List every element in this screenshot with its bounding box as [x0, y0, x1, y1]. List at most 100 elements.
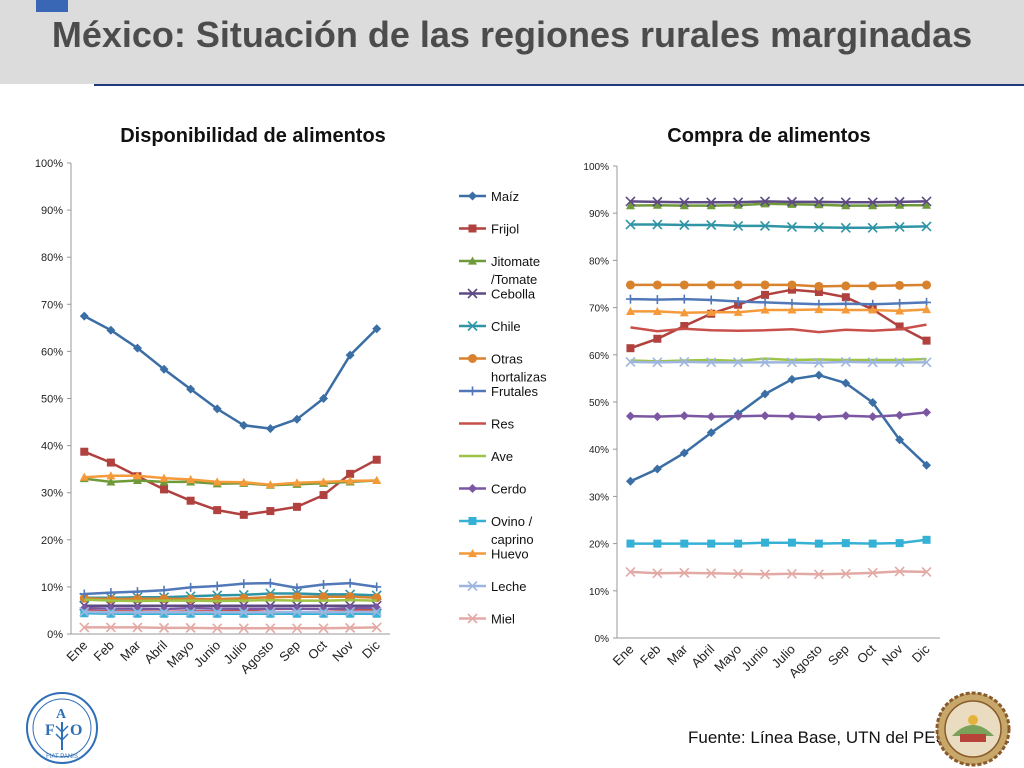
data-point-maiz — [292, 414, 302, 424]
data-point-maiz — [106, 325, 116, 335]
data-point-ovino-caprino — [895, 539, 904, 548]
series-frijol — [626, 285, 931, 353]
legend-label: Huevo — [491, 547, 529, 562]
legend-label: Chile — [491, 319, 521, 334]
data-point-miel — [345, 622, 356, 633]
source-note: Fuente: Línea Base, UTN del PESA, 2008. — [688, 728, 1011, 747]
svg-text:F: F — [45, 722, 55, 739]
data-point-huevo — [212, 477, 222, 486]
y-tick-label: 80% — [589, 256, 609, 267]
series-jitomate-tomate — [625, 199, 932, 210]
data-point-huevo — [922, 304, 932, 314]
data-point-ovino-caprino — [653, 539, 662, 548]
data-point-cerdo — [679, 411, 689, 421]
legend-label: Ovino / caprino — [491, 514, 534, 547]
series-maiz — [625, 370, 932, 486]
data-point-miel — [652, 568, 663, 579]
x-tick-label: Sep — [825, 642, 852, 669]
data-point-frijol — [80, 447, 89, 456]
data-point-chile — [759, 220, 771, 232]
data-point-cebolla — [679, 197, 690, 208]
data-point-otras-hortalizas — [212, 594, 222, 604]
data-point-maiz — [841, 378, 851, 388]
x-tick-label: Junio — [739, 642, 772, 675]
legend-label: Frutales — [491, 384, 538, 399]
data-point-huevo — [292, 478, 302, 487]
data-point-cebolla — [921, 196, 932, 207]
series-otras-hortalizas — [625, 280, 932, 291]
data-point-huevo — [265, 480, 275, 489]
series-ovino-caprino — [80, 609, 381, 618]
data-point-huevo — [868, 305, 878, 314]
series-line-cebolla — [630, 200, 927, 204]
data-point-frutales — [265, 578, 275, 588]
data-point-frijol — [814, 288, 823, 297]
data-point-frijol — [922, 336, 931, 345]
series-line-maiz — [83, 314, 378, 430]
data-point-ovino-caprino — [186, 609, 195, 618]
data-point-maiz — [319, 394, 329, 403]
series-line-frutales — [630, 297, 927, 306]
legend-item-otras-hortalizas: Otras hortalizas — [459, 352, 547, 385]
legend-label: Jitomate/Tomate — [491, 254, 540, 287]
legend-label: Frijol — [491, 222, 519, 237]
data-point-frijol — [266, 507, 275, 516]
data-point-cebolla — [867, 197, 878, 208]
series-frutales — [625, 294, 932, 309]
data-point-huevo — [787, 305, 797, 314]
data-point-frutales — [132, 587, 142, 597]
data-point-cerdo — [895, 410, 905, 420]
legend-item-cerdo: Cerdo — [459, 482, 526, 497]
data-point-frutales — [652, 295, 662, 305]
data-point-miel — [840, 568, 851, 579]
data-point-huevo — [345, 476, 355, 485]
x-tick-label: Oct — [305, 637, 330, 662]
data-point-legend-otras-hortalizas — [468, 354, 477, 363]
data-point-jitomate-tomate — [841, 201, 851, 210]
data-point-ovino-caprino — [319, 609, 328, 618]
data-point-miel — [371, 622, 382, 633]
data-point-huevo — [760, 305, 770, 314]
data-point-otras-hortalizas — [652, 280, 662, 290]
data-point-miel — [786, 568, 798, 579]
data-point-maiz — [814, 370, 824, 380]
data-point-ovino-caprino — [626, 539, 635, 548]
data-point-cebolla — [759, 196, 771, 207]
data-point-miel — [291, 623, 303, 634]
data-point-chile — [652, 219, 663, 230]
data-point-frijol — [106, 458, 115, 467]
data-point-ovino-caprino — [266, 609, 275, 618]
legend-label: Cebolla — [491, 287, 536, 302]
data-point-otras-hortalizas — [319, 592, 329, 602]
data-point-frutales — [706, 295, 716, 305]
data-point-chile — [625, 219, 636, 230]
fao-logo: F A O FIAT PANIS — [26, 692, 98, 764]
series-ovino-caprino — [626, 535, 931, 548]
data-point-jitomate-tomate — [706, 201, 716, 210]
data-point-maiz — [706, 428, 716, 438]
data-point-ovino-caprino — [922, 535, 931, 544]
data-point-leche — [786, 357, 798, 368]
x-tick-label: Feb — [91, 638, 117, 664]
data-point-huevo — [239, 477, 249, 486]
data-point-maiz — [787, 374, 797, 384]
data-point-frijol — [653, 334, 662, 343]
data-point-cerdo — [733, 411, 743, 421]
data-point-jitomate-tomate — [814, 200, 824, 209]
y-tick-label: 70% — [589, 304, 609, 315]
pesa-seal — [935, 691, 1011, 767]
data-point-legend-cebolla — [467, 288, 478, 299]
data-point-jitomate-tomate — [787, 199, 797, 208]
data-point-maiz — [212, 404, 222, 414]
data-point-frijol — [319, 491, 328, 500]
data-point-miel — [679, 567, 690, 578]
data-point-leche — [733, 357, 744, 368]
x-tick-label: Mayo — [711, 642, 744, 675]
data-point-otras-hortalizas — [625, 280, 635, 290]
series-line-frutales — [84, 581, 377, 596]
data-point-frutales — [106, 588, 116, 598]
data-point-otras-hortalizas — [706, 280, 716, 290]
series-miel — [625, 566, 932, 580]
y-tick-label: 20% — [589, 540, 609, 551]
